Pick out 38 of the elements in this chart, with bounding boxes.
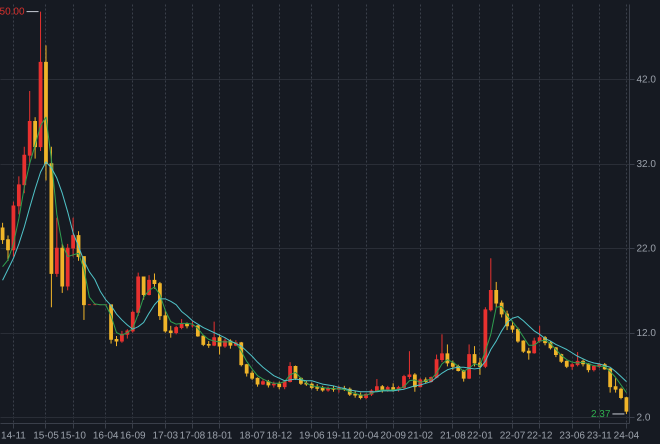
- x-tick-label: 20-09: [380, 430, 406, 442]
- candlestick: [168, 325, 173, 338]
- y-tick-label: 42.0: [636, 74, 656, 86]
- x-tick-label: 23-06: [559, 430, 586, 442]
- candlestick: [120, 330, 124, 344]
- candlestick: [142, 276, 146, 300]
- x-tick-label: 22-07: [500, 430, 526, 442]
- x-tick-label: 19-11: [326, 430, 352, 442]
- y-tick-label: 2.0: [636, 412, 651, 424]
- y-tick-label: 32.0: [636, 159, 656, 170]
- x-tick-label: 17-03: [152, 430, 179, 442]
- x-tick-label: 21-02: [407, 430, 434, 442]
- x-tick-label: 18-01: [206, 430, 233, 442]
- x-tick-label: 18-07: [239, 430, 266, 442]
- x-tick-label: 20-04: [353, 430, 380, 442]
- x-tick-label: 23-11: [586, 430, 612, 442]
- candlestick: [526, 347, 531, 360]
- candlestick: [494, 281, 498, 308]
- y-tick-label: 12.0: [636, 328, 656, 340]
- candlestick: [218, 334, 222, 356]
- x-tick-label: 16-04: [92, 430, 119, 442]
- x-tick-label: 16-09: [120, 430, 146, 442]
- candlestick: [147, 274, 151, 296]
- x-tick-label: 21-08: [440, 430, 466, 442]
- x-tick-label: 19-06: [299, 430, 326, 442]
- candlestick: [467, 344, 471, 380]
- x-tick-label: 17-08: [180, 430, 206, 442]
- line-series: [2, 161, 627, 392]
- x-tick-label: 24-04: [614, 430, 640, 442]
- y-tick-label: 22.0: [636, 244, 656, 255]
- x-tick-label: 15-10: [60, 430, 86, 442]
- x-tick-label: 18-12: [266, 430, 292, 442]
- x-tick-label: 22-01: [467, 430, 494, 442]
- x-tick-label: 22-12: [526, 430, 553, 442]
- x-tick-label: 15-05: [33, 430, 60, 442]
- x-tick-label: 14-11: [1, 430, 26, 442]
- annotation: 2.37: [590, 408, 611, 420]
- annotation: 50.00: [0, 6, 25, 18]
